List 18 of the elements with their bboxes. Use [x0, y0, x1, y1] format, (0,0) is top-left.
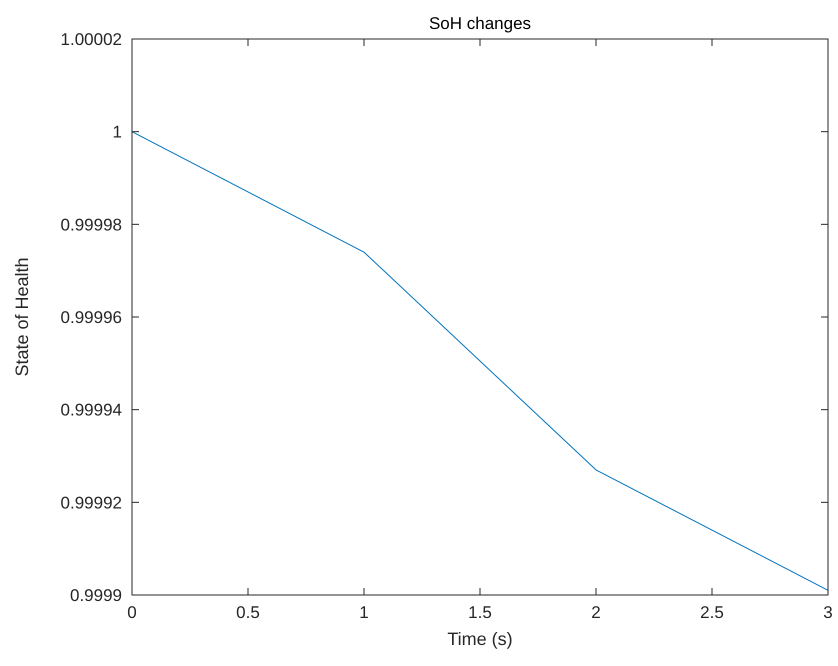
y-tick-label: 0.99992	[60, 493, 122, 512]
y-tick-label: 0.99994	[60, 400, 122, 420]
y-tick-label: 0.99996	[60, 308, 122, 327]
y-axis-title: State of Health	[12, 257, 32, 377]
x-tick-label: 3	[823, 603, 833, 622]
line-series	[132, 131, 828, 591]
x-axis-title: Time (s)	[447, 629, 513, 649]
y-tick-label: 1	[112, 122, 122, 142]
x-tick-label: 1.5	[468, 603, 492, 622]
y-tick-label: 1.00002	[60, 30, 122, 49]
x-tick-label: 2.5	[700, 603, 724, 622]
x-tick-label: 1	[359, 603, 369, 622]
x-tick-label: 2	[591, 603, 601, 622]
y-tick-label: 0.99998	[60, 215, 122, 234]
x-tick-label: 0.5	[236, 603, 260, 622]
x-tick-label: 0	[127, 603, 137, 622]
chart-title: SoH changes	[428, 14, 532, 33]
y-tick-label: 0.9999	[70, 586, 122, 605]
